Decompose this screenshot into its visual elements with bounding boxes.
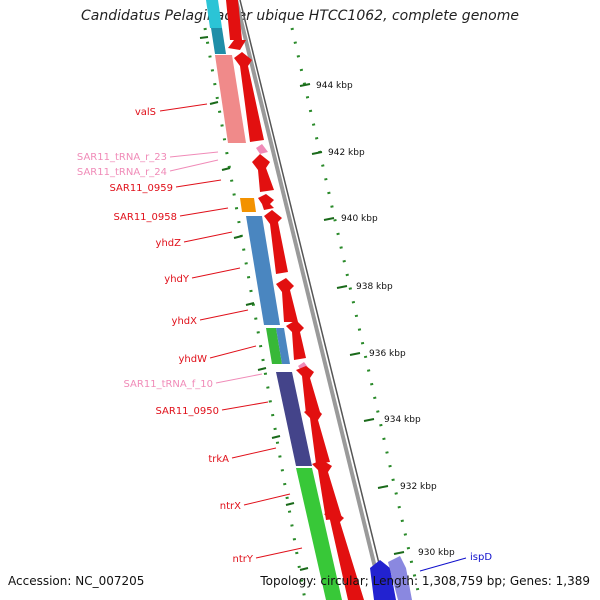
ruler-label-930: 930 kbp: [418, 548, 455, 558]
cds-arrow-valS: [234, 52, 264, 142]
leader-ntrY: [255, 547, 303, 559]
map-title: Candidatus Pelagibacter ubique HTCC1062,…: [80, 8, 519, 24]
accession-text: Accession: NC_007205: [8, 574, 145, 588]
leader-trna-f10: [215, 373, 263, 384]
cog-block-top-teal: [206, 0, 222, 28]
gene-label-ispD: ispD: [470, 552, 492, 563]
leader-trkA: [231, 447, 277, 459]
left-ticks: [199, 36, 309, 571]
ruler-label-936: 936 kbp: [369, 349, 406, 359]
gene-label-SAR11_tRNA_r_24: SAR11_tRNA_r_24: [77, 167, 167, 178]
leader-yhdZ: [183, 231, 233, 243]
backbone-line-dark: [239, 0, 389, 600]
gene-label-valS: valS: [135, 107, 156, 118]
cds-arrow-ntrY: [324, 510, 364, 600]
ruler-tick-932: [377, 485, 389, 489]
leader-trna-24: [169, 159, 219, 172]
gene-label-ntrY: ntrY: [233, 554, 254, 565]
ruler-label-938: 938 kbp: [356, 282, 393, 292]
gene-label-SAR11_0950: SAR11_0950: [156, 406, 220, 417]
leader-valS: [159, 103, 208, 112]
cds-arrow-ispD: [370, 560, 396, 600]
ruler-tick-936: [349, 352, 361, 356]
leader-lines: [159, 103, 467, 572]
cog-block-yhdZ-yhdY-yhdX: [246, 216, 280, 325]
cds-track: [226, 0, 412, 600]
gene-label-yhdW: yhdW: [179, 354, 208, 365]
ruler-label-934: 934 kbp: [384, 415, 421, 425]
leader-ispD: [419, 557, 467, 572]
kbp-ruler: 944 kbp 942 kbp 940 kbp 938 kbp 936 kbp …: [299, 81, 455, 558]
ruler-label-940: 940 kbp: [341, 214, 378, 224]
leader-SAR11_0959: [175, 179, 222, 188]
cds-arrow-yhdZ: [264, 210, 288, 274]
cds-arrow-SAR11_0950: [296, 366, 320, 414]
cds-arrow-SAR11_0959: [252, 154, 274, 192]
ruler-tick-940: [323, 217, 335, 221]
gene-label-yhdY: yhdY: [164, 274, 190, 285]
cog-block-valS: [215, 55, 246, 143]
ruler-tick-942: [311, 151, 323, 155]
cds-arrow-SAR11_0958: [258, 194, 274, 210]
gene-label-SAR11_tRNA_r_23: SAR11_tRNA_r_23: [77, 152, 167, 163]
gene-label-trkA: trkA: [208, 454, 229, 465]
gene-label-SAR11_tRNA_f_10: SAR11_tRNA_f_10: [124, 379, 213, 390]
cog-block-ntrX-ntrY: [296, 468, 342, 600]
leader-yhdY: [191, 267, 241, 279]
leader-yhdW: [209, 345, 257, 359]
gene-label-SAR11_0959: SAR11_0959: [110, 183, 174, 194]
cds-arrow-top: [226, 0, 246, 50]
cog-block-SAR11_0958: [240, 198, 256, 212]
ruler-label-944: 944 kbp: [316, 81, 353, 91]
ruler-tick-930: [393, 551, 405, 555]
ruler-label-942: 942 kbp: [328, 148, 365, 158]
topology-text: Topology: circular; Length: 1,308,759 bp…: [260, 574, 590, 588]
cog-track: [206, 0, 342, 600]
cds-arrow-tRNA: [256, 144, 268, 154]
gene-labels: valS SAR11_tRNA_r_23 SAR11_tRNA_r_24 SAR…: [77, 107, 492, 565]
cds-arrow-trkA: [304, 406, 330, 464]
leader-trna-23: [169, 151, 219, 158]
cog-block-top-blue: [211, 28, 226, 54]
ruler-tick-944: [299, 83, 311, 87]
leader-ntrX: [243, 493, 291, 506]
cds-arrow-yhdY: [276, 278, 298, 322]
backbone-line: [234, 0, 385, 600]
leader-SAR11_0958: [179, 207, 229, 217]
leader-SAR11_0950: [221, 401, 269, 411]
gene-label-ntrX: ntrX: [220, 501, 241, 512]
ruler-tick-938: [336, 285, 348, 289]
gene-label-yhdX: yhdX: [172, 316, 198, 327]
cds-arrow-ispD-light: [388, 556, 412, 600]
cog-block-yhdW: [266, 328, 282, 364]
cog-block-SAR11_0950-trkA: [276, 372, 312, 466]
gene-label-yhdZ: yhdZ: [156, 238, 182, 249]
gene-label-SAR11_0958: SAR11_0958: [114, 212, 178, 223]
cds-arrow-ntrX: [312, 460, 342, 520]
leader-yhdX: [199, 309, 249, 321]
ruler-tick-934: [363, 418, 375, 422]
cog-block-yhdW-blue: [276, 328, 290, 364]
ruler-label-932: 932 kbp: [400, 482, 437, 492]
cds-arrow-yhdX: [286, 320, 306, 360]
